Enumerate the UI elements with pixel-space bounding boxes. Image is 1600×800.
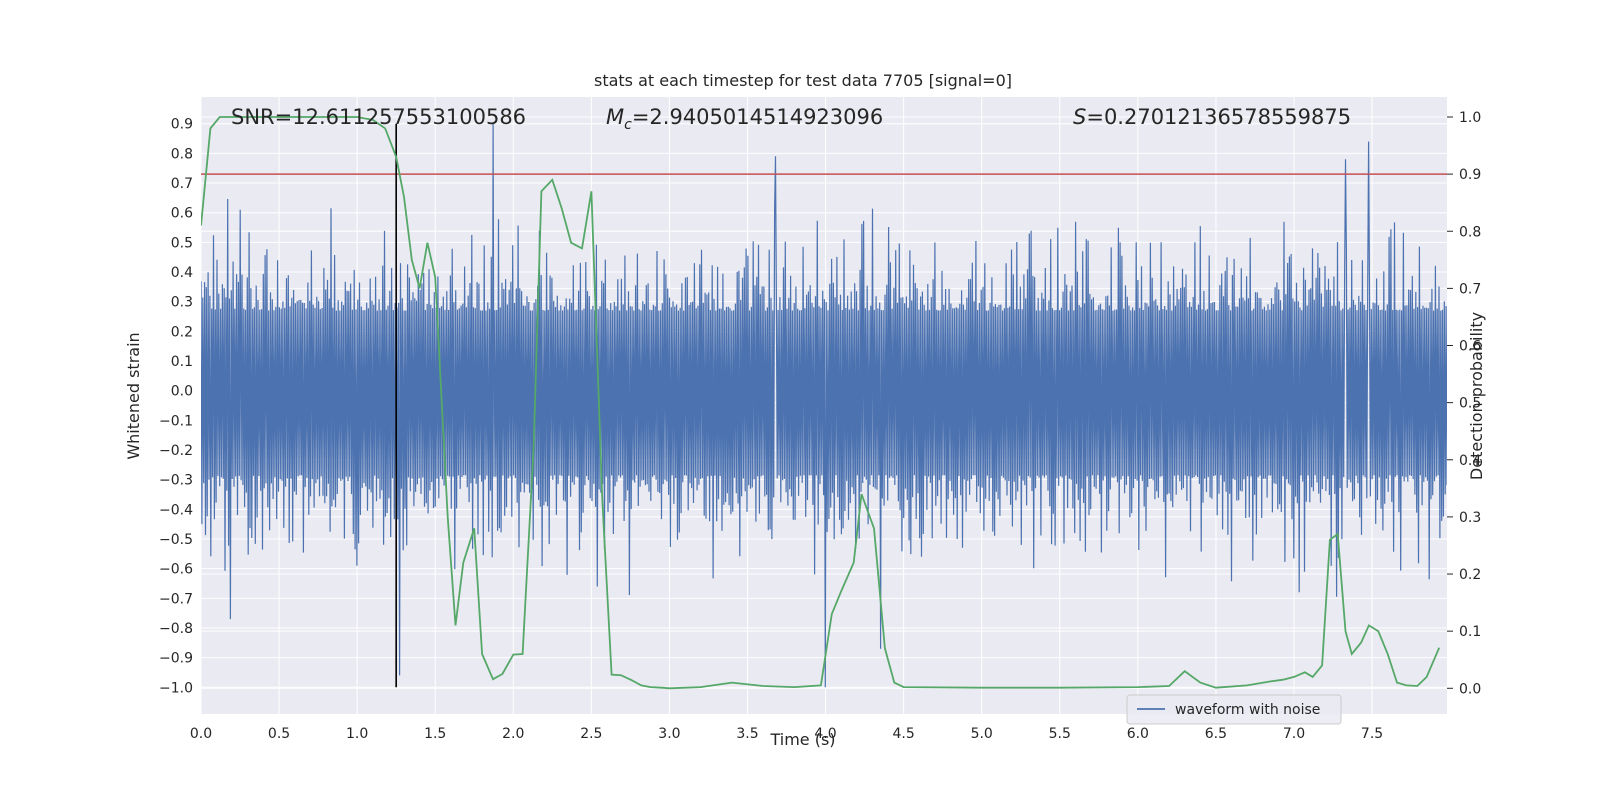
left-y-tick-label: −0.4 — [159, 502, 193, 518]
snr-annotation: SNR=12.611257553100586 — [231, 105, 526, 129]
x-tick-label: 0.0 — [190, 726, 212, 742]
x-tick-label: 6.5 — [1205, 726, 1227, 742]
left-y-tick-label: 0.6 — [171, 206, 193, 222]
x-tick-label: 4.0 — [814, 726, 836, 742]
left-y-tick-labels: 0.9 0.8 0.7 0.6 0.5 0.4 0.3 0.2 0.1 0.0 −0.1 −0.2 −0… — [159, 117, 193, 697]
x-axis-label: Time (s) — [769, 730, 835, 749]
legend-frame — [1126, 694, 1342, 725]
right-y-tick-label: 0.4 — [1459, 453, 1481, 469]
legend: waveform with noise — [1126, 694, 1342, 725]
x-tick-label: 4.5 — [892, 726, 914, 742]
right-y-tick-label: 0.3 — [1459, 510, 1481, 526]
right-y-axis-label: Detection probability — [1467, 312, 1486, 480]
left-y-tick-label: −0.8 — [159, 621, 193, 637]
x-tick-label: 2.0 — [502, 726, 524, 742]
left-y-tick-label: 0.4 — [171, 265, 193, 281]
left-y-tick-label: −1.0 — [159, 680, 193, 696]
left-y-tick-label: 0.8 — [171, 146, 193, 162]
chirp-mass-value: =2.9405014514923096 — [632, 105, 883, 129]
right-y-tick-label: 1.0 — [1459, 110, 1481, 126]
left-y-tick-label: −0.2 — [159, 443, 193, 459]
left-y-tick-label: −0.9 — [159, 651, 193, 667]
x-tick-label: 1.5 — [424, 726, 446, 742]
right-y-tick-label: 0.8 — [1459, 224, 1481, 240]
right-y-tick-label: 0.0 — [1459, 681, 1481, 697]
left-y-tick-label: 0.0 — [171, 384, 193, 400]
right-y-tick-label: 0.9 — [1459, 167, 1481, 183]
x-tick-label: 1.0 — [346, 726, 368, 742]
left-y-tick-label: −0.6 — [159, 562, 193, 578]
chart-title: stats at each timestep for test data 770… — [594, 71, 1012, 90]
chirp-mass-symbol: M — [606, 105, 624, 129]
left-y-tick-label: −0.1 — [159, 413, 193, 429]
waveform-series — [201, 123, 1447, 688]
left-y-tick-label: −0.5 — [159, 532, 193, 548]
chirp-mass-subscript: c — [624, 117, 632, 133]
right-y-tick-labels: 1.0 0.9 0.8 0.7 0.6 0.5 0.4 0.3 0.2 0.1 0.0 — [1447, 110, 1481, 697]
right-y-tick-label: 0.1 — [1459, 624, 1481, 640]
left-y-tick-label: 0.3 — [171, 295, 193, 311]
x-tick-label: 2.5 — [580, 726, 602, 742]
right-y-tick-label: 0.2 — [1459, 567, 1481, 583]
x-tick-label: 5.5 — [1049, 726, 1071, 742]
s-symbol: S — [1073, 105, 1086, 129]
x-tick-label: 7.5 — [1361, 726, 1383, 742]
detection-probability-line — [201, 116, 1441, 690]
left-y-tick-label: 0.1 — [171, 354, 193, 370]
right-y-tick-label: 0.7 — [1459, 281, 1481, 297]
left-y-tick-label: −0.3 — [159, 473, 193, 489]
x-tick-label: 5.0 — [971, 726, 993, 742]
left-y-tick-label: 0.5 — [171, 235, 193, 251]
x-tick-label: 7.0 — [1283, 726, 1305, 742]
left-y-axis-label: Whitened strain — [124, 332, 143, 459]
waveform-path — [201, 123, 1447, 688]
x-tick-label: 0.5 — [268, 726, 290, 742]
left-y-tick-label: 0.2 — [171, 324, 193, 340]
right-y-tick-label: 0.5 — [1459, 396, 1481, 412]
left-y-tick-label: −0.7 — [159, 591, 193, 607]
left-y-tick-label: 0.9 — [171, 117, 193, 133]
x-tick-label: 6.0 — [1127, 726, 1149, 742]
right-y-tick-label: 0.6 — [1459, 339, 1481, 355]
chirp-mass-annotation: Mc=2.9405014514923096 — [606, 105, 883, 133]
x-tick-label: 3.0 — [658, 726, 680, 742]
x-tick-label: 3.5 — [736, 726, 758, 742]
left-y-tick-label: 0.7 — [171, 176, 193, 192]
s-value: =0.27012136578559875 — [1086, 105, 1351, 129]
s-annotation: S=0.27012136578559875 — [1073, 105, 1351, 129]
legend-label: waveform with noise — [1175, 702, 1320, 718]
x-tick-labels: 0.0 0.5 1.0 1.5 2.0 2.5 3.0 3.5 4.0 4.5 5.0 5.5 6.0 6… — [190, 726, 1383, 742]
